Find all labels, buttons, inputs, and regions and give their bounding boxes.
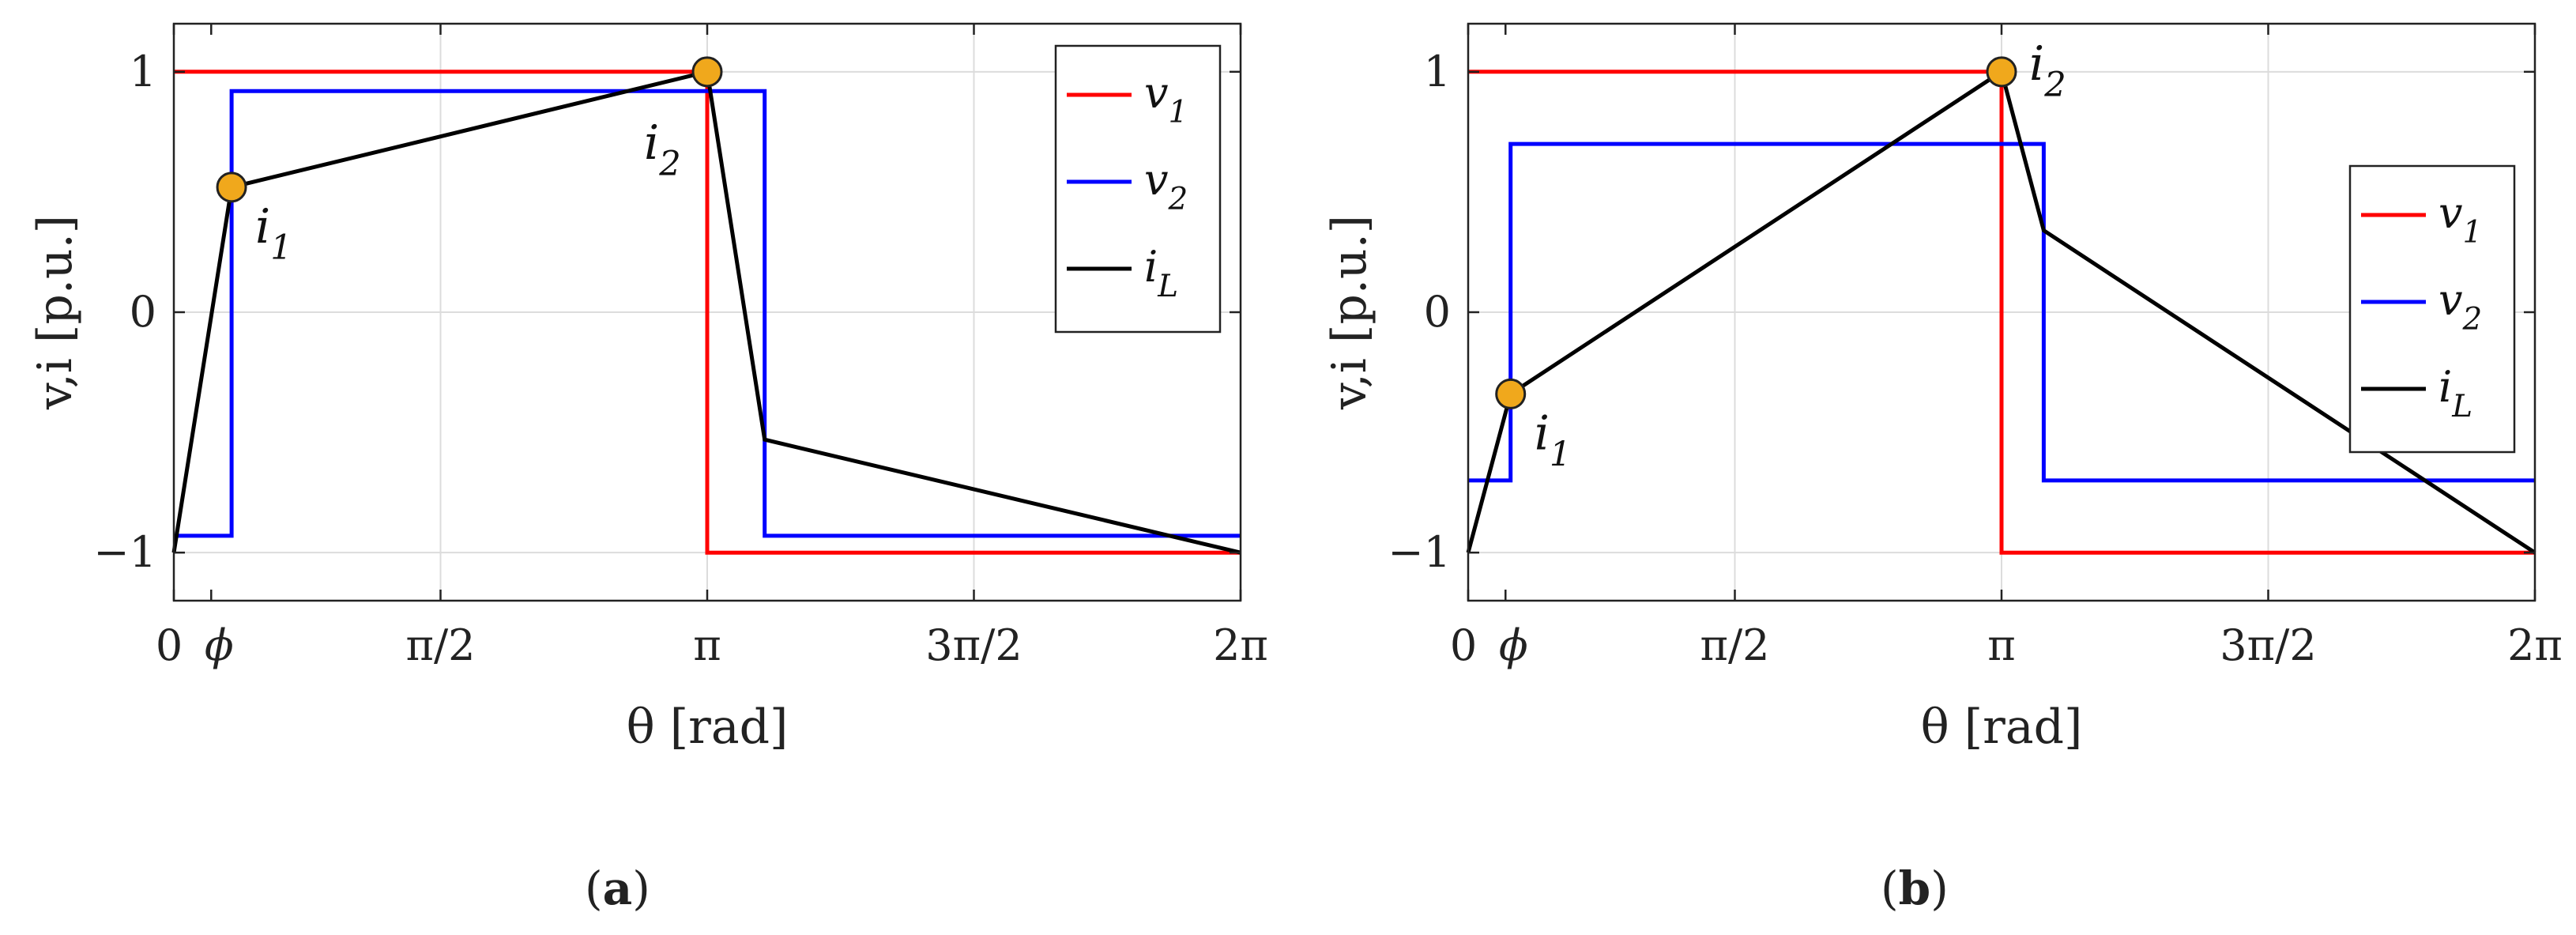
legend-label-iL: iL [1144,242,1178,304]
marker-label-i1: i1 [255,199,292,268]
caption-text: (a) [585,861,650,915]
x-tick-label: 3π/2 [925,620,1022,670]
marker-label-i1: i1 [1535,405,1572,474]
legend: v1 v2 iL [1054,44,1222,334]
x-tick-label: ϕ [205,620,234,670]
legend-box [2348,164,2516,454]
y-tick-label: −1 [93,527,156,577]
x-tick-label: π [1987,620,2016,670]
x-axis-label: θ [rad] [1921,699,2083,755]
legend-label-v1: v1 [1144,68,1188,130]
y-tick-label: 1 [130,47,156,96]
legend-box [1054,44,1222,334]
x-tick-label: 0 [156,620,183,670]
caption-panel-a: (a) [585,861,650,915]
y-tick-label: 1 [1424,47,1451,96]
x-tick-label: ϕ [1499,620,1528,670]
y-axis-label: v,i [p.u.] [28,215,83,410]
marker-point-i1 [216,172,247,203]
legend: v1 v2 iL [2348,164,2516,454]
x-tick-label: π [693,620,721,670]
x-tick-label: 3π/2 [2220,620,2316,670]
series-line-v2 [1468,141,2535,483]
caption-panel-b: (b) [1881,861,1949,915]
legend-label-v1: v1 [2439,188,2482,251]
legend-label-v2: v2 [2439,275,2482,337]
x-tick-label: π/2 [1700,620,1769,670]
y-tick-label: 0 [130,287,156,337]
x-axis-label: θ [rad] [627,699,789,755]
y-tick-label: 0 [1424,287,1451,337]
marker-point-i2 [1986,56,2017,88]
series-line-v1 [1468,70,2535,555]
x-tick-label: π/2 [405,620,475,670]
series-line-v1 [174,70,1241,555]
series-line-v2 [174,89,1241,538]
caption-text: (b) [1881,861,1949,915]
marker-label-i2: i2 [644,115,681,184]
y-tick-label: −1 [1388,527,1451,577]
marker-point-i2 [691,56,723,88]
marker-point-i1 [1495,378,1527,409]
x-tick-label: 0 [1450,620,1477,670]
y-axis-label: v,i [p.u.] [1322,215,1377,410]
legend-label-iL: iL [2439,362,2472,424]
x-tick-label: 2π [2507,620,2563,670]
legend-label-v2: v2 [1144,155,1188,217]
marker-label-i2: i2 [2029,36,2066,105]
x-tick-label: 2π [1213,620,1268,670]
